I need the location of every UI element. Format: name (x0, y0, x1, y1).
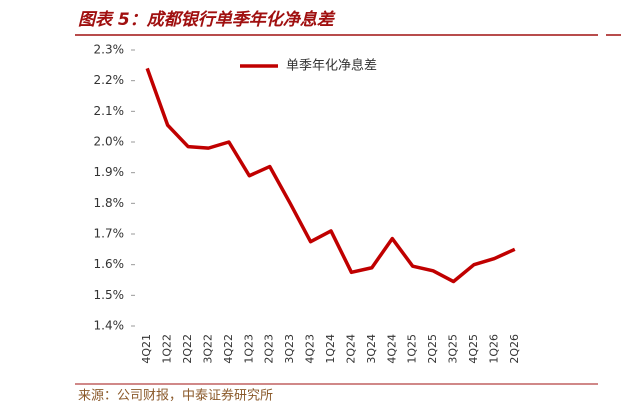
x-tick-label: 2Q22 (181, 334, 194, 364)
y-tick-label: 1.6% (94, 257, 125, 271)
x-tick-label: 2Q25 (426, 334, 439, 364)
y-tick-label: 2.3% (94, 43, 125, 57)
x-tick-label: 1Q24 (324, 334, 337, 364)
y-tick-label: 1.9% (94, 165, 125, 179)
x-tick-label: 3Q23 (283, 334, 296, 364)
x-tick-label: 3Q22 (201, 334, 214, 364)
y-tick-label: 1.8% (94, 196, 125, 210)
x-tick-label: 3Q24 (365, 334, 378, 364)
source: 来源：公司财报，中泰证券研究所 (78, 388, 273, 404)
y-tick-label: 1.5% (94, 288, 125, 302)
chart-title: 图表 5：成都银行单季年化净息差 (78, 10, 336, 30)
x-tick-label: 1Q23 (242, 334, 255, 364)
x-tick-label: 4Q23 (304, 334, 317, 364)
x-tick-label: 2Q26 (508, 334, 521, 364)
x-tick-label: 4Q21 (140, 334, 153, 364)
x-tick-label: 2Q24 (344, 334, 357, 364)
x-tick-label: 1Q25 (406, 334, 419, 364)
x-tick-label: 1Q26 (487, 334, 500, 364)
x-tick-label: 4Q24 (385, 334, 398, 364)
y-tick-label: 2.2% (94, 73, 125, 87)
x-tick-label: 3Q25 (447, 334, 460, 364)
y-tick-label: 2.0% (94, 135, 125, 149)
x-tick-label: 4Q22 (222, 334, 235, 364)
y-tick-label: 1.4% (94, 319, 125, 333)
legend-label: 单季年化净息差 (286, 58, 377, 74)
x-tick-label: 4Q25 (467, 334, 480, 364)
y-tick-label: 1.7% (94, 227, 125, 241)
y-tick-label: 2.1% (94, 104, 125, 118)
series-line (145, 67, 516, 284)
x-tick-label: 2Q23 (263, 334, 276, 364)
x-tick-label: 1Q22 (161, 334, 174, 364)
